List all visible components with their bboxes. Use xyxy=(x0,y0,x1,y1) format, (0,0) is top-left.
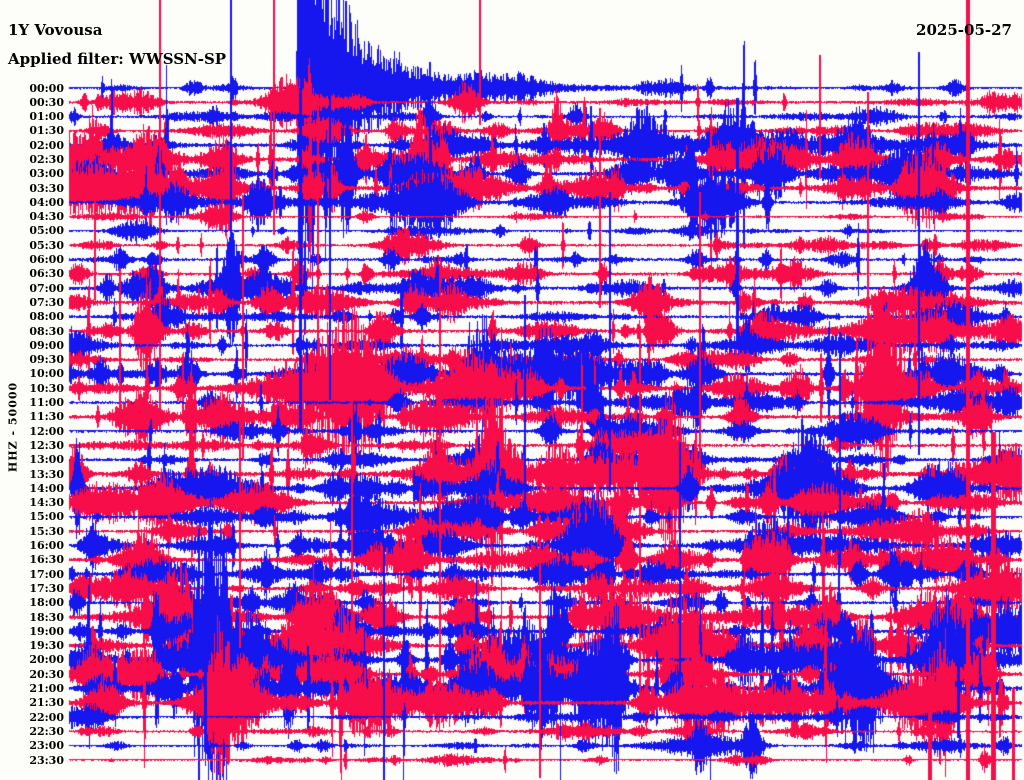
time-label-0900: 09:00 xyxy=(29,338,64,352)
time-label-1730: 17:30 xyxy=(29,581,64,595)
time-label-1830: 18:30 xyxy=(29,610,64,624)
time-label-1600: 16:00 xyxy=(29,539,64,553)
time-label-1900: 19:00 xyxy=(29,624,64,638)
time-label-0600: 06:00 xyxy=(29,253,64,267)
time-label-1630: 16:30 xyxy=(29,553,64,567)
time-label-1700: 17:00 xyxy=(29,567,64,581)
time-label-1200: 12:00 xyxy=(29,424,64,438)
date-label: 2025-05-27 xyxy=(916,21,1012,39)
time-label-0400: 04:00 xyxy=(29,195,64,209)
time-label-2000: 20:00 xyxy=(29,653,64,667)
time-label-0800: 08:00 xyxy=(29,310,64,324)
time-label-0100: 01:00 xyxy=(29,110,64,124)
time-label-2300: 23:00 xyxy=(29,739,64,753)
time-label-0530: 05:30 xyxy=(29,238,64,252)
time-label-1230: 12:30 xyxy=(29,438,64,452)
time-label-2230: 22:30 xyxy=(29,724,64,738)
time-label-0630: 06:30 xyxy=(29,267,64,281)
filter-label: Applied filter: WWSSN-SP xyxy=(8,50,227,68)
time-label-2100: 21:00 xyxy=(29,682,64,696)
time-label-1330: 13:30 xyxy=(29,467,64,481)
time-label-0700: 07:00 xyxy=(29,281,64,295)
time-label-1030: 10:30 xyxy=(29,381,64,395)
time-label-0830: 08:30 xyxy=(29,324,64,338)
time-label-1300: 13:00 xyxy=(29,453,64,467)
time-label-0000: 00:00 xyxy=(29,81,64,95)
time-label-1930: 19:30 xyxy=(29,639,64,653)
time-label-0930: 09:30 xyxy=(29,353,64,367)
time-label-1800: 18:00 xyxy=(29,596,64,610)
time-label-0500: 05:00 xyxy=(29,224,64,238)
time-label-1500: 15:00 xyxy=(29,510,64,524)
time-label-1100: 11:00 xyxy=(29,396,64,410)
time-label-1530: 15:30 xyxy=(29,524,64,538)
time-label-0430: 04:30 xyxy=(29,210,64,224)
time-label-0130: 01:30 xyxy=(29,124,64,138)
time-label-0230: 02:30 xyxy=(29,152,64,166)
time-label-1130: 11:30 xyxy=(29,410,64,424)
time-label-2200: 22:00 xyxy=(29,710,64,724)
time-label-2330: 23:30 xyxy=(29,753,64,767)
time-label-0300: 03:00 xyxy=(29,167,64,181)
time-label-0030: 00:30 xyxy=(29,95,64,109)
time-label-1400: 14:00 xyxy=(29,481,64,495)
time-label-1430: 14:30 xyxy=(29,496,64,510)
time-label-0200: 02:00 xyxy=(29,138,64,152)
time-label-0730: 07:30 xyxy=(29,295,64,309)
time-label-2030: 20:30 xyxy=(29,667,64,681)
time-label-2130: 21:30 xyxy=(29,696,64,710)
time-label-1000: 10:00 xyxy=(29,367,64,381)
time-label-0330: 03:30 xyxy=(29,181,64,195)
station-title: 1Y Vovousa xyxy=(8,21,103,39)
